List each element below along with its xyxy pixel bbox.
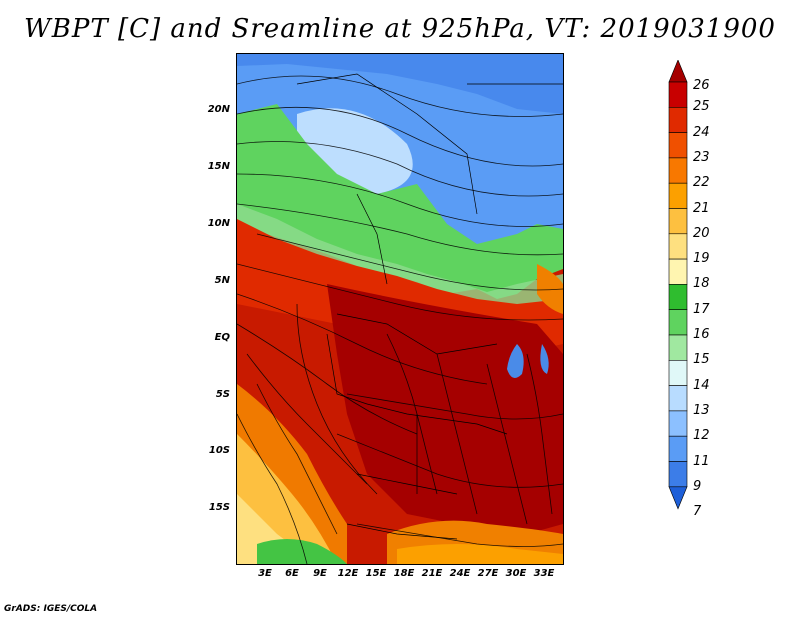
lon-label-24e: 24E [449,568,471,579]
colorbar-bottom-arrow [668,486,688,510]
colorbar-label: 7 [693,504,702,520]
colorbar-label: 20 [693,225,710,241]
colorbar-cell [668,258,688,285]
colorbar-label: 9 [693,478,702,494]
map-panel [236,53,564,565]
colorbar-label: 15 [693,352,710,368]
lat-label-15n: 15N [207,161,230,172]
lon-label-12e: 12E [337,568,359,579]
colorbar-label: 14 [693,377,710,393]
lat-label-20n: 20N [207,104,230,115]
colorbar-label: 13 [693,402,710,418]
lon-label-30e: 30E [505,568,527,579]
lon-label-6e: 6E [285,568,299,579]
colorbar-cell [668,208,688,235]
colorbar [668,60,688,510]
lon-label-33e: 33E [533,568,555,579]
colorbar-label: 23 [693,149,710,165]
lon-label-21e: 21E [421,568,443,579]
colorbar-label: 11 [693,453,710,469]
colorbar-cell [668,334,688,361]
colorbar-cell [668,132,688,159]
lat-label-15s: 15S [208,502,230,513]
colorbar-cell [668,309,688,336]
colorbar-cell [668,435,688,462]
map-title: WBPT [C] and Sreamline at 925hPa, VT: 20… [24,14,776,44]
colorbar-label: 26 [693,78,710,93]
colorbar-cell [668,385,688,412]
colorbar-top-arrow [668,60,688,83]
colorbar-cell [668,359,688,386]
colorbar-label: 18 [693,276,710,292]
wbpt-field [237,54,563,564]
colorbar-label: 22 [693,175,710,191]
colorbar-cell [668,157,688,184]
colorbar-label: 21 [693,200,710,216]
footer-credit: GrADS: IGES/COLA [4,604,98,614]
lat-label-10n: 10N [207,218,230,229]
lat-label-eq: EQ [214,332,230,343]
colorbar-cell [668,81,688,108]
colorbar-cell [668,233,688,260]
colorbar-label: 19 [693,251,710,267]
lat-label-5s: 5S [215,389,230,400]
colorbar-cell [668,461,688,488]
colorbar-label: 24 [693,124,710,140]
lat-label-5n: 5N [214,275,230,286]
colorbar-label: 25 [693,99,710,115]
colorbar-cell [668,182,688,209]
colorbar-label: 17 [693,301,710,317]
lon-label-3e: 3E [258,568,272,579]
lat-label-10s: 10S [208,445,230,456]
colorbar-label: 16 [693,327,710,342]
lon-label-27e: 27E [477,568,499,579]
lon-label-9e: 9E [313,568,327,579]
colorbar-label: 12 [693,428,710,444]
lon-label-15e: 15E [365,568,387,579]
colorbar-cell [668,410,688,437]
colorbar-cell [668,106,688,133]
colorbar-cell [668,284,688,310]
lon-label-18e: 18E [393,568,415,579]
